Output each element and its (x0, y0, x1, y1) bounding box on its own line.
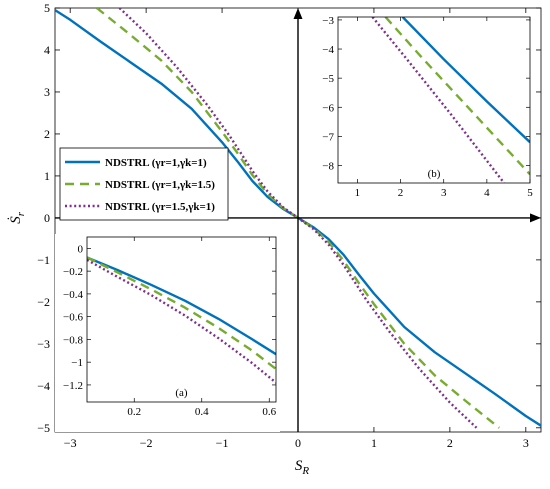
y-axis-arrowhead (293, 8, 303, 19)
legend-label-2: NDSTRL (γr=1,γk=1.5) (105, 179, 215, 191)
legend-label-3: NDSTRL (γr=1.5,γk=1) (105, 201, 215, 213)
inset-b-x-tick-label: 1 (355, 187, 361, 199)
inset-b-bg (306, 14, 534, 213)
inset-a-series-line-1 (87, 256, 276, 356)
inset-a-series-line-2 (87, 256, 276, 370)
y-tick-label: −3 (37, 337, 50, 351)
y-tick-label: −5 (37, 421, 50, 435)
x-axis-title: SR (295, 458, 310, 477)
inset-a-y-tick-label: −0.6 (63, 312, 83, 324)
y-tick-label: 3 (44, 85, 50, 99)
inset-a-x-tick-label: 0.6 (262, 406, 276, 418)
inset-a-frame (86, 236, 277, 403)
inset-a-y-tick-label: 0 (78, 243, 84, 255)
inset-a-y-tick-label: −0.2 (63, 266, 83, 278)
inset-a-caption: (a) (175, 387, 188, 399)
inset-b-x-tick-label: 5 (527, 187, 533, 199)
y-tick-label: −1 (37, 253, 50, 267)
inset-b-x-tick-label: 3 (441, 187, 447, 199)
x-tick-label: 3 (523, 436, 529, 450)
inset-b-series-line-3 (371, 17, 506, 183)
x-tick-label: 0 (295, 436, 301, 450)
y-tick-label: 0 (44, 211, 50, 225)
inset-b-frame (337, 16, 531, 184)
inset-a-y-tick-label: −1 (71, 357, 83, 369)
x-tick-label: 2 (447, 436, 453, 450)
inset-b-x-tick-label: 2 (398, 187, 404, 199)
inset-b-y-tick-label: −6 (322, 102, 334, 114)
x-tick-label: −2 (140, 436, 153, 450)
x-axis-arrowhead (530, 213, 541, 223)
inset-a-series-group (87, 256, 276, 384)
inset-b-y-tick-label: −7 (322, 131, 334, 143)
inset-b-y-tick-label: −5 (322, 73, 334, 85)
inset-b-x-tick-label: 4 (484, 187, 490, 199)
inset-b-series-line-1 (401, 17, 530, 144)
y-axis-title: Ṡr (7, 211, 27, 224)
inset-a-y-tick-label: −0.4 (63, 289, 83, 301)
inset-a-y-tick-label: −0.8 (63, 334, 83, 346)
y-tick-label: 2 (44, 127, 50, 141)
inset-a-x-tick-label: 0.4 (195, 406, 209, 418)
y-tick-label: −2 (37, 295, 50, 309)
legend-label-1: NDSTRL (γr=1,γk=1) (105, 157, 207, 169)
legend-box (59, 147, 229, 221)
inset-a-y-tick-label: −1.2 (63, 380, 83, 392)
inset-b-caption: (b) (428, 168, 441, 180)
y-tick-label: 4 (44, 43, 50, 57)
x-tick-label: −3 (64, 436, 77, 450)
inset-b-y-tick-label: −8 (322, 161, 334, 173)
x-tick-label: 1 (371, 436, 377, 450)
inset-b-y-tick-label: −3 (322, 15, 334, 27)
inset-b-series-group (371, 17, 530, 183)
y-tick-label: −4 (37, 379, 50, 393)
inset-b-y-tick-label: −4 (322, 44, 334, 56)
y-tick-label: 1 (44, 169, 50, 183)
x-tick-label: −1 (216, 436, 229, 450)
inset-a-x-tick-label: 0.2 (127, 406, 141, 418)
inset-b-series-line-2 (384, 17, 530, 176)
y-tick-label: 5 (44, 1, 50, 15)
